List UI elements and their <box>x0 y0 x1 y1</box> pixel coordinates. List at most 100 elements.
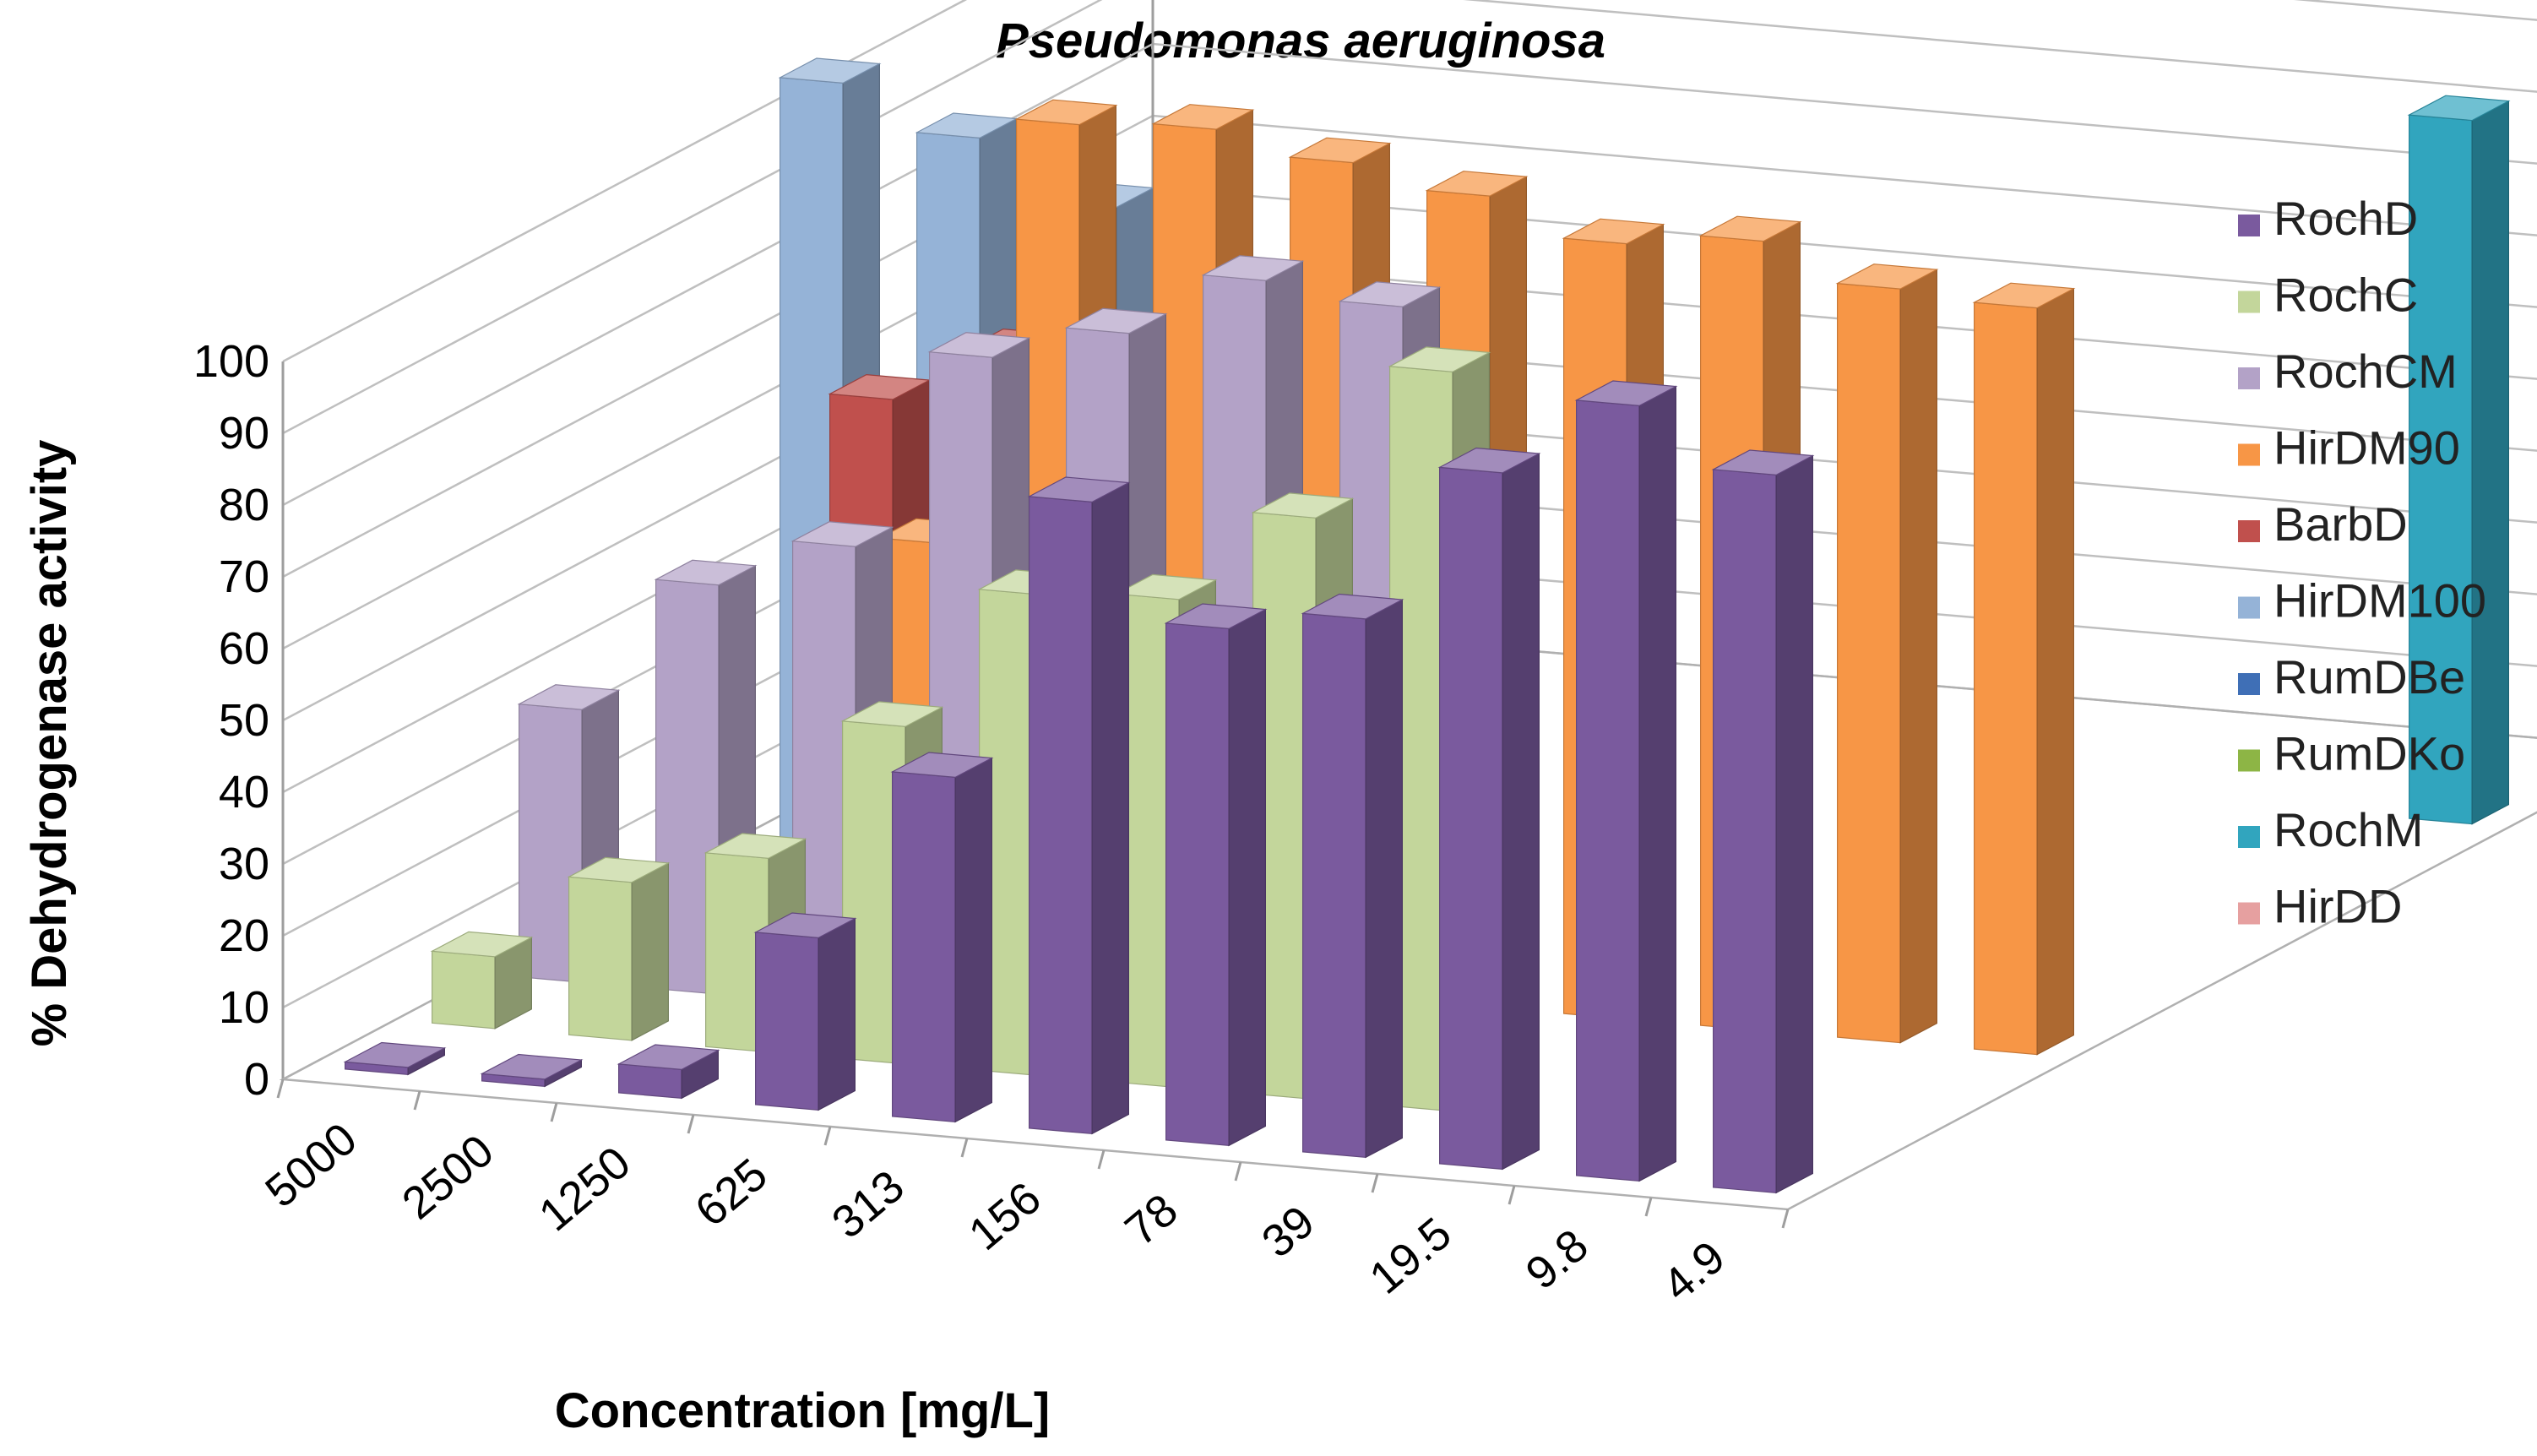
bar-top <box>480 1053 584 1080</box>
bar-top <box>1251 492 1355 519</box>
x-tick-mark <box>960 1138 969 1158</box>
bar-top <box>430 931 534 958</box>
x-tick-label: 625 <box>686 1149 777 1236</box>
bar-side <box>954 757 993 1123</box>
bar-side <box>1899 269 1937 1044</box>
legend-swatch <box>2238 520 2260 542</box>
legend-label: BarbD <box>2274 497 2408 551</box>
legend-label: RochCM <box>2274 345 2458 398</box>
x-tick-mark <box>1644 1197 1653 1217</box>
bar-RochM-4.9 <box>2407 95 2511 825</box>
x-tick-label: 156 <box>959 1172 1051 1260</box>
bar-top <box>617 1044 720 1071</box>
bar-top <box>1562 218 1665 245</box>
bar-RochD-2500 <box>480 1053 584 1088</box>
bar-RochD-156 <box>1027 476 1131 1135</box>
bar-side <box>1091 481 1130 1135</box>
y-tick-label: 10 <box>219 982 269 1033</box>
legend-label: HirDD <box>2274 880 2402 933</box>
x-tick-mark <box>413 1090 421 1111</box>
bar-top <box>778 57 882 84</box>
bar-front <box>1301 612 1366 1159</box>
bar-RochD-625 <box>753 912 857 1111</box>
bar-top <box>1064 307 1168 334</box>
bar-front <box>1712 469 1777 1194</box>
x-tick-mark <box>1371 1173 1379 1193</box>
bar-top <box>1301 593 1404 620</box>
bar-top <box>1425 171 1529 197</box>
y-tick-label: 90 <box>219 408 269 459</box>
bar-side <box>1775 454 1813 1194</box>
bar-front <box>754 932 819 1111</box>
bar-top <box>343 1041 447 1068</box>
bar-front <box>1974 302 2038 1056</box>
bar-front <box>891 771 956 1123</box>
bars <box>343 57 2511 1194</box>
bar-front <box>1438 466 1503 1171</box>
bar-top <box>1972 282 2076 309</box>
bar-top <box>1151 104 1255 130</box>
legend-swatch <box>2238 673 2260 695</box>
x-tick-label: 4.9 <box>1654 1231 1735 1311</box>
legend-label: RochD <box>2274 192 2418 245</box>
x-tick-label: 5000 <box>256 1113 367 1217</box>
bar-top <box>1711 449 1815 476</box>
bar-top <box>890 752 994 779</box>
bar-top <box>1014 99 1118 126</box>
y-tick-label: 20 <box>219 910 269 961</box>
legend-label: RochM <box>2274 803 2423 856</box>
x-tick-label: 9.8 <box>1517 1220 1598 1299</box>
bar-front <box>432 950 496 1030</box>
legend-swatch <box>2238 291 2260 313</box>
bar-top <box>840 701 944 727</box>
y-tick-label: 40 <box>219 767 269 818</box>
chart-title: Pseudomonas aeruginosa <box>996 14 1605 68</box>
legend-swatch <box>2238 443 2260 466</box>
x-tick-mark <box>1097 1149 1106 1170</box>
bar-front <box>1837 282 1901 1044</box>
y-axis-ticks: 0 10 20 30 40 50 60 70 80 90 100 <box>193 336 269 1105</box>
bar-RochD-19.5 <box>1437 447 1541 1171</box>
bar-RochD-1250 <box>617 1044 720 1100</box>
legend-label: HirDM90 <box>2274 421 2460 475</box>
bar-top <box>1201 255 1305 281</box>
bar-RochD-4.9 <box>1711 449 1815 1194</box>
gridline <box>282 0 2537 363</box>
y-tick-label: 60 <box>219 623 269 674</box>
bar-top <box>1114 573 1218 600</box>
bar-top <box>1835 263 1939 290</box>
legend-label: HirDM100 <box>2274 574 2486 627</box>
legend-label: RumDKo <box>2274 727 2465 780</box>
bar-RochD-5000 <box>343 1041 447 1076</box>
legend-label: RumDBe <box>2274 650 2465 704</box>
x-tick-label: 313 <box>823 1160 914 1248</box>
y-tick-label: 0 <box>244 1054 269 1105</box>
bar-top <box>1338 281 1442 307</box>
bar-RochD-9.8 <box>1574 380 1678 1182</box>
bar-front <box>1575 399 1640 1182</box>
legend: RochD RochC RochCM HirDM90 BarbD HirDM100 RumD… <box>2238 192 2486 933</box>
x-tick-mark <box>1781 1209 1790 1229</box>
y-tick-label: 70 <box>219 551 269 602</box>
legend-swatch <box>2238 367 2260 389</box>
bar-top <box>2407 95 2511 122</box>
bar-side <box>1638 385 1677 1182</box>
bar-side <box>1228 608 1267 1147</box>
legend-label: RochC <box>2274 269 2418 322</box>
y-tick-label: 50 <box>219 695 269 746</box>
x-tick-mark <box>1508 1185 1516 1205</box>
x-tick-label: 39 <box>1252 1196 1324 1268</box>
bar-top <box>1288 137 1392 164</box>
x-tick-mark <box>550 1102 558 1122</box>
y-tick-label: 80 <box>219 480 269 530</box>
bar-top <box>927 332 1031 358</box>
bar-top <box>1027 476 1131 503</box>
x-tick-label: 19.5 <box>1361 1208 1461 1304</box>
bar-top <box>1437 447 1541 474</box>
bar-front <box>568 876 633 1041</box>
y-tick-label: 30 <box>219 839 269 889</box>
bar-HirDM90-9.8 <box>1835 263 1939 1044</box>
x-axis-title: Concentration [mg/L] <box>555 1383 1050 1438</box>
bar-top <box>517 684 621 710</box>
